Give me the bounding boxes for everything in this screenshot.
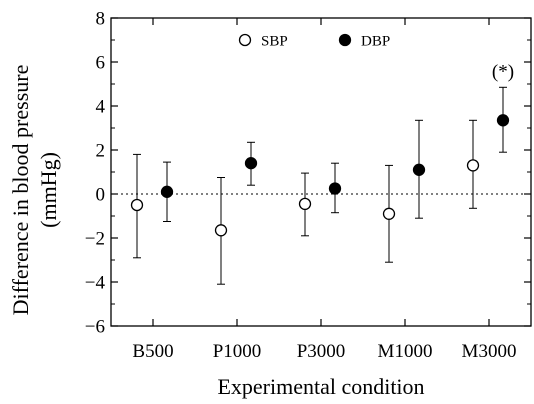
- annotations: (*): [492, 61, 514, 82]
- y-tick-label: −6: [85, 317, 105, 338]
- x-axis-title: Experimental condition: [217, 374, 424, 399]
- dbp-point: [160, 185, 174, 198]
- y-tick-label: 0: [96, 185, 106, 206]
- x-tick-label: B500: [132, 341, 173, 362]
- sbp-point: [130, 198, 144, 212]
- x-ticks: B500 P1000 P3000 M1000 M3000: [132, 18, 516, 362]
- dbp-point: [412, 163, 426, 176]
- data-marks: [130, 86, 510, 285]
- sbp-point: [214, 224, 228, 237]
- legend: SBP DBP: [238, 33, 390, 50]
- x-tick-label: M3000: [462, 341, 517, 362]
- y-tick-label: 6: [96, 53, 106, 74]
- dbp-point: [496, 114, 510, 127]
- dbp-point: [244, 157, 258, 170]
- plot-frame: [110, 17, 532, 327]
- y-tick-label: −4: [85, 273, 106, 294]
- y-ticks: −6 −4 −2 0 2 4 6 8: [85, 9, 531, 338]
- x-tick-label: P3000: [297, 341, 346, 362]
- sbp-point: [466, 159, 480, 172]
- y-tick-label: 8: [96, 9, 106, 30]
- sbp-point: [382, 207, 396, 220]
- legend-label-dbp: DBP: [361, 34, 390, 50]
- axes: [110, 17, 532, 327]
- y-axis-title-line-1: Difference in blood pressure: [8, 65, 33, 316]
- significance-annotation: (*): [492, 61, 514, 82]
- legend-marker-sbp: [238, 33, 252, 47]
- dbp-point: [328, 182, 342, 195]
- y-tick-label: 4: [96, 97, 106, 118]
- x-tick-label: M1000: [378, 341, 433, 362]
- x-tick-label: P1000: [213, 341, 262, 362]
- legend-label-sbp: SBP: [261, 34, 288, 50]
- sbp-point: [298, 197, 312, 211]
- y-tick-label: −2: [85, 229, 105, 250]
- y-axis-title-line-2: (mmHg): [36, 152, 61, 228]
- legend-marker-dbp: [338, 33, 352, 47]
- y-tick-label: 2: [96, 141, 106, 162]
